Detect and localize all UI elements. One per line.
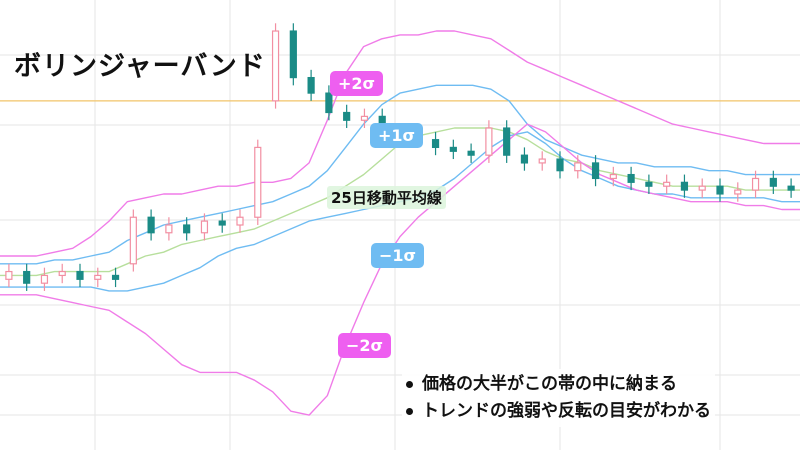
plus-2-sigma-badge: +2σ	[330, 71, 383, 96]
candle-body	[591, 162, 600, 180]
candle-body	[769, 177, 777, 187]
candle-body	[449, 146, 457, 152]
bullet-icon	[406, 407, 413, 415]
moving-average-label: 25日移動平均線	[327, 186, 446, 209]
candle-body	[218, 220, 226, 226]
band-line-plus2	[0, 30, 800, 257]
candle-body	[751, 177, 760, 191]
candle-body	[716, 185, 724, 195]
candle-body	[431, 139, 440, 149]
candle-body	[360, 115, 369, 121]
candle-body	[680, 181, 689, 191]
candle-body	[165, 224, 173, 234]
candle-body	[734, 189, 742, 195]
candle-body	[663, 181, 671, 187]
candle-body	[325, 92, 333, 114]
minus-2-sigma-badge: −2σ	[338, 333, 391, 358]
candle-body	[787, 185, 795, 191]
minus-1-sigma-badge: −1σ	[371, 243, 424, 268]
candle-body	[111, 274, 120, 280]
plus-1-sigma-badge: +1σ	[370, 123, 423, 148]
candle-body	[129, 216, 137, 265]
note-text: トレンドの強弱や反転の目安がわかる	[422, 401, 711, 421]
candle-body	[76, 270, 84, 280]
candle-body	[254, 146, 262, 218]
candle-body	[289, 30, 297, 79]
candle-body	[147, 216, 155, 234]
candle-body	[538, 158, 546, 164]
candle-body	[343, 111, 351, 121]
candle-body	[574, 162, 582, 172]
candle-body	[236, 216, 244, 226]
candle-body	[556, 158, 564, 172]
note-text: 価格の大半がこの帯の中に納まる	[422, 374, 677, 394]
candle-body	[271, 30, 280, 102]
candle-body	[645, 181, 653, 187]
candle-body	[200, 220, 209, 234]
notes-list: 価格の大半がこの帯の中に納まる トレンドの強弱や反転の目安がわかる	[402, 369, 715, 427]
candle-body	[467, 150, 475, 156]
candle-body	[485, 127, 493, 156]
candle-body	[94, 274, 102, 280]
candle-body	[520, 154, 529, 164]
candle-body	[40, 274, 49, 284]
note-item: 価格の大半がこの帯の中に納まる	[406, 371, 711, 398]
note-item: トレンドの強弱や反転の目安がわかる	[406, 398, 711, 425]
candle-body	[23, 270, 31, 284]
bullet-icon	[406, 380, 413, 388]
candle-body	[503, 127, 511, 156]
candle-body	[698, 185, 706, 191]
candle-body	[627, 173, 635, 183]
band-line-minus2	[0, 123, 800, 416]
candle-body	[183, 224, 191, 234]
candle-body	[609, 173, 617, 180]
chart-title: ボリンジャーバンド	[14, 51, 266, 82]
candle-body	[58, 270, 66, 277]
candle-body	[307, 76, 315, 94]
candle-body	[5, 270, 13, 280]
